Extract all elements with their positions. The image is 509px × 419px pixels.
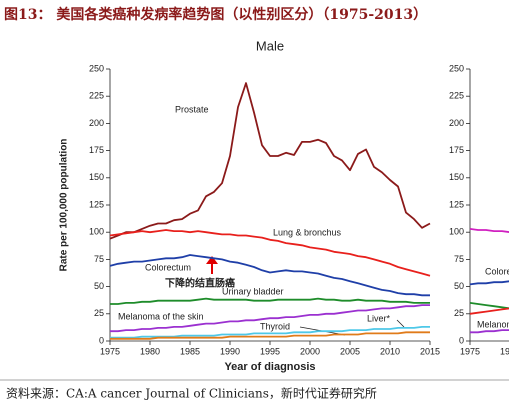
series-label: Colorectum — [145, 262, 191, 272]
x-tick-label: 2000 — [300, 346, 320, 356]
series-label: Melanoma of the skin — [118, 311, 204, 321]
x-tick-label: 1985 — [180, 346, 200, 356]
annotation: 下降的结直肠癌 — [165, 277, 235, 290]
y-tick-label: 75 — [94, 254, 104, 264]
header-title: 图13： 美国各类癌种发病率趋势图（以性别区分）（1975-2013） — [4, 6, 427, 23]
series-line — [470, 329, 509, 334]
y-tick-label: 200 — [89, 118, 104, 128]
x-tick-label: 1995 — [260, 346, 280, 356]
x-tick-label: 1980 — [500, 346, 509, 356]
series-label: Thyroid — [260, 321, 290, 331]
y-tick-label: 0 — [459, 335, 464, 345]
arrow — [206, 256, 218, 274]
series-line — [469, 302, 509, 310]
y-tick-label: 150 — [89, 172, 104, 182]
y-tick-label: 125 — [89, 199, 104, 209]
y-tick-label: 250 — [449, 63, 464, 73]
y-tick-label: 225 — [89, 91, 104, 101]
y-tick-label: 25 — [94, 308, 104, 318]
series-label: Colorectum — [485, 266, 509, 276]
series-line — [110, 297, 430, 305]
y-tick-label: 0 — [99, 335, 104, 345]
x-tick-label: 1975 — [460, 346, 480, 356]
y-tick-label: 125 — [449, 199, 464, 209]
series-label: Melanoma of the skin — [477, 319, 509, 329]
y-tick-label: 25 — [454, 308, 464, 318]
y-tick-label: 200 — [449, 118, 464, 128]
y-tick-label: 100 — [89, 227, 104, 237]
y-tick-label: 150 — [449, 172, 464, 182]
y-tick-label: 250 — [89, 63, 104, 73]
y-tick-label: 50 — [454, 281, 464, 291]
series-label: Prostate — [175, 104, 209, 114]
x-tick-label: 2010 — [380, 346, 400, 356]
y-tick-label: 225 — [449, 91, 464, 101]
series-line — [469, 307, 509, 315]
series-line — [469, 228, 509, 233]
series-line — [109, 254, 430, 297]
x-tick-label: 1980 — [140, 346, 160, 356]
series-label: Urinary bladder — [222, 286, 284, 296]
y-tick-label: 50 — [94, 281, 104, 291]
series-label: Lung & bronchus — [273, 227, 342, 237]
footer-source: 资料来源：CA:A cancer Journal of Clinicians，新… — [6, 386, 377, 401]
series-line — [110, 331, 430, 340]
y-tick-label: 75 — [454, 254, 464, 264]
x-axis-label: Year of diagnosis — [224, 361, 315, 373]
x-tick-label: 1990 — [220, 346, 240, 356]
y-tick-label: 100 — [449, 227, 464, 237]
series-label: Liver* — [367, 313, 391, 323]
series-line — [469, 280, 509, 286]
y-axis-label: Rate per 100,000 population — [59, 139, 70, 272]
series-line — [109, 82, 431, 240]
x-tick-label: 2005 — [340, 346, 360, 356]
series-line — [109, 229, 431, 277]
series-line — [110, 326, 430, 339]
y-tick-label: 175 — [449, 145, 464, 155]
y-tick-label: 175 — [89, 145, 104, 155]
chart-title: Male — [256, 38, 284, 53]
x-tick-label: 1975 — [100, 346, 120, 356]
series-line — [110, 304, 430, 333]
leader-line — [396, 319, 405, 328]
x-tick-label: 2015 — [420, 346, 440, 356]
